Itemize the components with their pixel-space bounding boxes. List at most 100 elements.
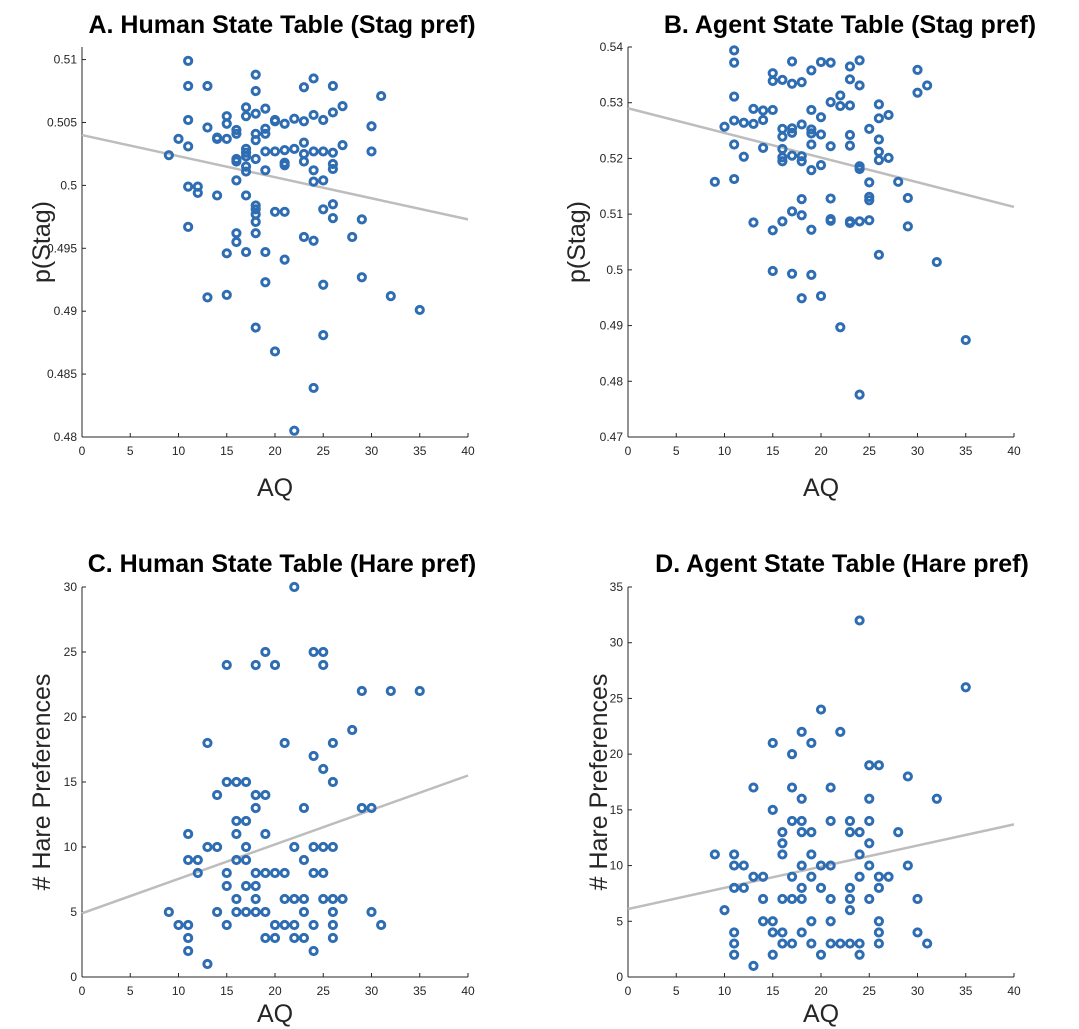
data-point — [279, 145, 290, 156]
data-point — [327, 776, 338, 788]
data-point — [893, 827, 904, 838]
x-tick-label: 10 — [718, 984, 732, 998]
data-point — [912, 64, 923, 75]
data-point — [748, 118, 759, 129]
x-tick-label: 40 — [1007, 984, 1021, 998]
data-point — [183, 181, 194, 192]
data-point — [912, 87, 923, 98]
data-point — [844, 217, 856, 229]
data-point — [279, 160, 290, 171]
data-point — [337, 101, 348, 112]
data-point — [825, 215, 836, 226]
data-point — [212, 841, 223, 853]
data-point — [854, 80, 865, 91]
data-point — [202, 958, 213, 970]
y-tick-label: 25 — [610, 691, 624, 705]
data-point — [786, 815, 798, 827]
data-point — [279, 893, 290, 905]
data-point — [289, 841, 300, 853]
data-point — [318, 763, 329, 775]
data-point — [729, 949, 740, 960]
y-tick-label: 0.5 — [606, 263, 623, 277]
data-point — [854, 871, 865, 882]
data-point — [738, 117, 749, 128]
data-point — [250, 153, 261, 165]
data-point — [327, 737, 338, 749]
data-point — [796, 726, 807, 737]
data-point — [873, 134, 885, 145]
data-point — [260, 906, 271, 918]
data-point — [250, 867, 261, 879]
data-point — [825, 893, 836, 905]
data-point — [873, 882, 885, 893]
x-tick-label: 40 — [461, 984, 475, 998]
data-point — [221, 289, 232, 300]
y-tick-label: 0.49 — [600, 319, 624, 333]
chart-title: B. Agent State Table (Stag pref) — [664, 11, 1036, 39]
y-tick-label: 25 — [64, 645, 78, 659]
data-point — [748, 217, 759, 228]
data-point — [327, 199, 338, 210]
data-point — [709, 176, 720, 187]
y-axis-label: # Hare Preferences — [585, 674, 613, 891]
data-point — [366, 802, 377, 814]
data-point — [289, 893, 300, 905]
data-point — [748, 103, 759, 114]
data-point — [183, 854, 194, 866]
data-point — [231, 175, 242, 186]
data-point — [414, 304, 425, 316]
data-point — [960, 334, 971, 346]
data-point — [796, 893, 807, 905]
data-point — [729, 849, 740, 860]
data-point — [260, 246, 271, 258]
data-point — [318, 867, 329, 879]
data-point — [240, 161, 252, 172]
data-point — [327, 212, 338, 224]
data-point — [289, 425, 300, 436]
data-point — [231, 128, 242, 139]
data-point — [960, 682, 971, 693]
data-point — [231, 156, 242, 167]
data-point — [815, 860, 827, 871]
x-tick-label: 20 — [268, 444, 282, 458]
data-point — [308, 235, 319, 246]
data-point — [192, 187, 203, 199]
data-point — [806, 124, 817, 135]
data-point — [260, 789, 271, 801]
data-point — [835, 90, 846, 101]
x-tick-label: 0 — [625, 444, 632, 458]
fit-line — [81, 133, 469, 221]
data-point — [777, 74, 788, 85]
data-point — [758, 893, 769, 905]
x-tick-label: 25 — [317, 444, 331, 458]
data-point — [260, 128, 271, 139]
data-point — [796, 927, 807, 938]
y-tick-label: 0.51 — [600, 207, 624, 221]
data-point — [298, 893, 310, 905]
data-point — [796, 882, 807, 893]
data-point — [873, 249, 885, 260]
data-point — [318, 841, 329, 853]
data-point — [260, 828, 271, 840]
data-point — [308, 750, 319, 762]
data-point — [279, 118, 290, 129]
data-point — [269, 932, 281, 944]
y-tick-label: 0.47 — [600, 430, 624, 444]
x-tick-label: 20 — [268, 984, 282, 998]
data-point — [854, 938, 865, 949]
data-point — [777, 938, 788, 949]
data-point — [796, 815, 807, 827]
data-point — [250, 322, 261, 333]
data-point — [777, 838, 788, 849]
data-point — [318, 175, 329, 186]
y-tick-label: 0.49 — [54, 304, 78, 318]
y-tick-label: 10 — [64, 840, 78, 854]
data-point — [376, 919, 387, 931]
data-point — [748, 871, 759, 882]
data-point — [308, 109, 319, 121]
data-point — [231, 828, 242, 840]
data-point — [366, 906, 377, 918]
data-point — [796, 194, 807, 205]
data-point — [221, 880, 232, 892]
data-point — [767, 927, 778, 938]
